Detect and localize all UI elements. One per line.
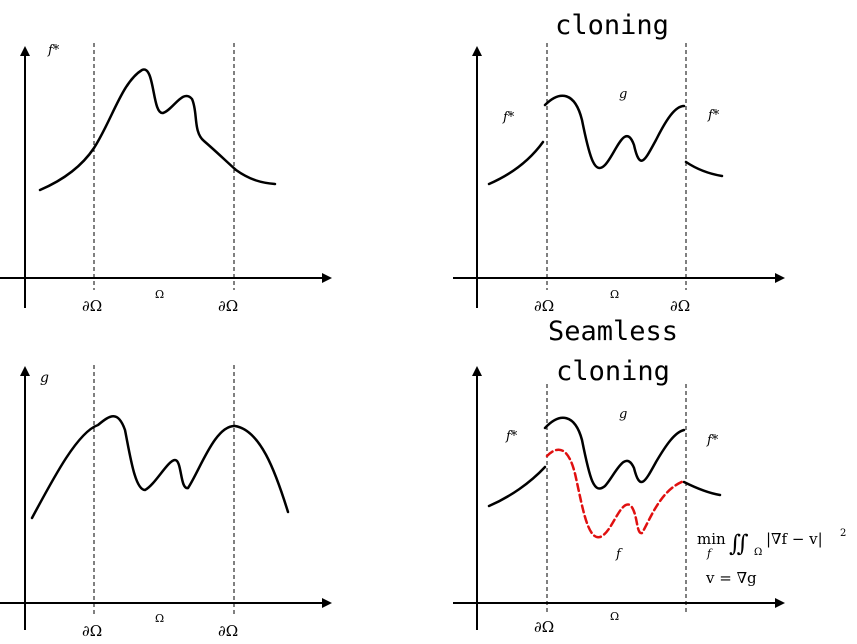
- boundary-left-label: ∂Ω: [82, 297, 102, 315]
- domain-label: Ω: [155, 288, 164, 301]
- f-star-left-curve: [487, 465, 547, 508]
- panel-title-line2: cloning: [556, 356, 670, 387]
- result-f-curve: [545, 448, 686, 539]
- func-label: f*: [47, 43, 60, 58]
- panel-bottom-right: Seamless cloning f* g f* f min f ∬ Ω |∇f…: [453, 316, 846, 636]
- boundary-left-label: ∂Ω: [534, 297, 554, 315]
- func-label: g: [40, 370, 49, 386]
- g-curve: [30, 415, 290, 520]
- right-func-label: f*: [706, 433, 719, 448]
- energy-equation: min f ∬ Ω |∇f − v| 2 v = ∇g: [697, 528, 846, 587]
- boundary-left-label: ∂Ω: [534, 618, 554, 636]
- f-star-right-curve: [684, 160, 724, 178]
- inner-func-label: g: [619, 87, 627, 102]
- left-func-label: f*: [505, 429, 518, 444]
- boundary-right-label: ∂Ω: [218, 297, 238, 315]
- domain-label: Ω: [610, 288, 619, 301]
- right-func-label: f*: [707, 108, 720, 123]
- inner-func-label: g: [619, 407, 627, 422]
- domain-label: Ω: [155, 612, 164, 625]
- result-func-label: f: [615, 547, 623, 562]
- equation-min: min: [697, 530, 726, 548]
- panel-top-right: cloning f* g f* ∂Ω Ω ∂Ω: [453, 10, 785, 315]
- equation-power: 2: [840, 528, 846, 539]
- equation-body: |∇f − v|: [766, 530, 823, 548]
- f-star-right-curve: [682, 480, 722, 497]
- boundary-left-label: ∂Ω: [82, 622, 102, 640]
- equation-integral: ∬: [729, 531, 749, 557]
- boundary-right-label: ∂Ω: [670, 297, 690, 315]
- domain-label: Ω: [610, 610, 619, 623]
- f-star-left-curve: [487, 140, 545, 186]
- g-curve: [543, 416, 686, 490]
- panel-top-left: f* ∂Ω Ω ∂Ω: [0, 43, 332, 315]
- g-curve: [543, 94, 686, 170]
- left-func-label: f*: [502, 110, 515, 125]
- equation-constraint: v = ∇g: [705, 569, 757, 587]
- f-star-curve: [38, 68, 277, 192]
- panel-title-line1: Seamless: [548, 316, 678, 347]
- equation-min-sub: f: [706, 547, 713, 560]
- panel-title: cloning: [555, 10, 669, 41]
- equation-integral-sub: Ω: [754, 547, 762, 558]
- boundary-right-label: ∂Ω: [218, 622, 238, 640]
- panel-bottom-left: g ∂Ω Ω ∂Ω: [0, 365, 332, 640]
